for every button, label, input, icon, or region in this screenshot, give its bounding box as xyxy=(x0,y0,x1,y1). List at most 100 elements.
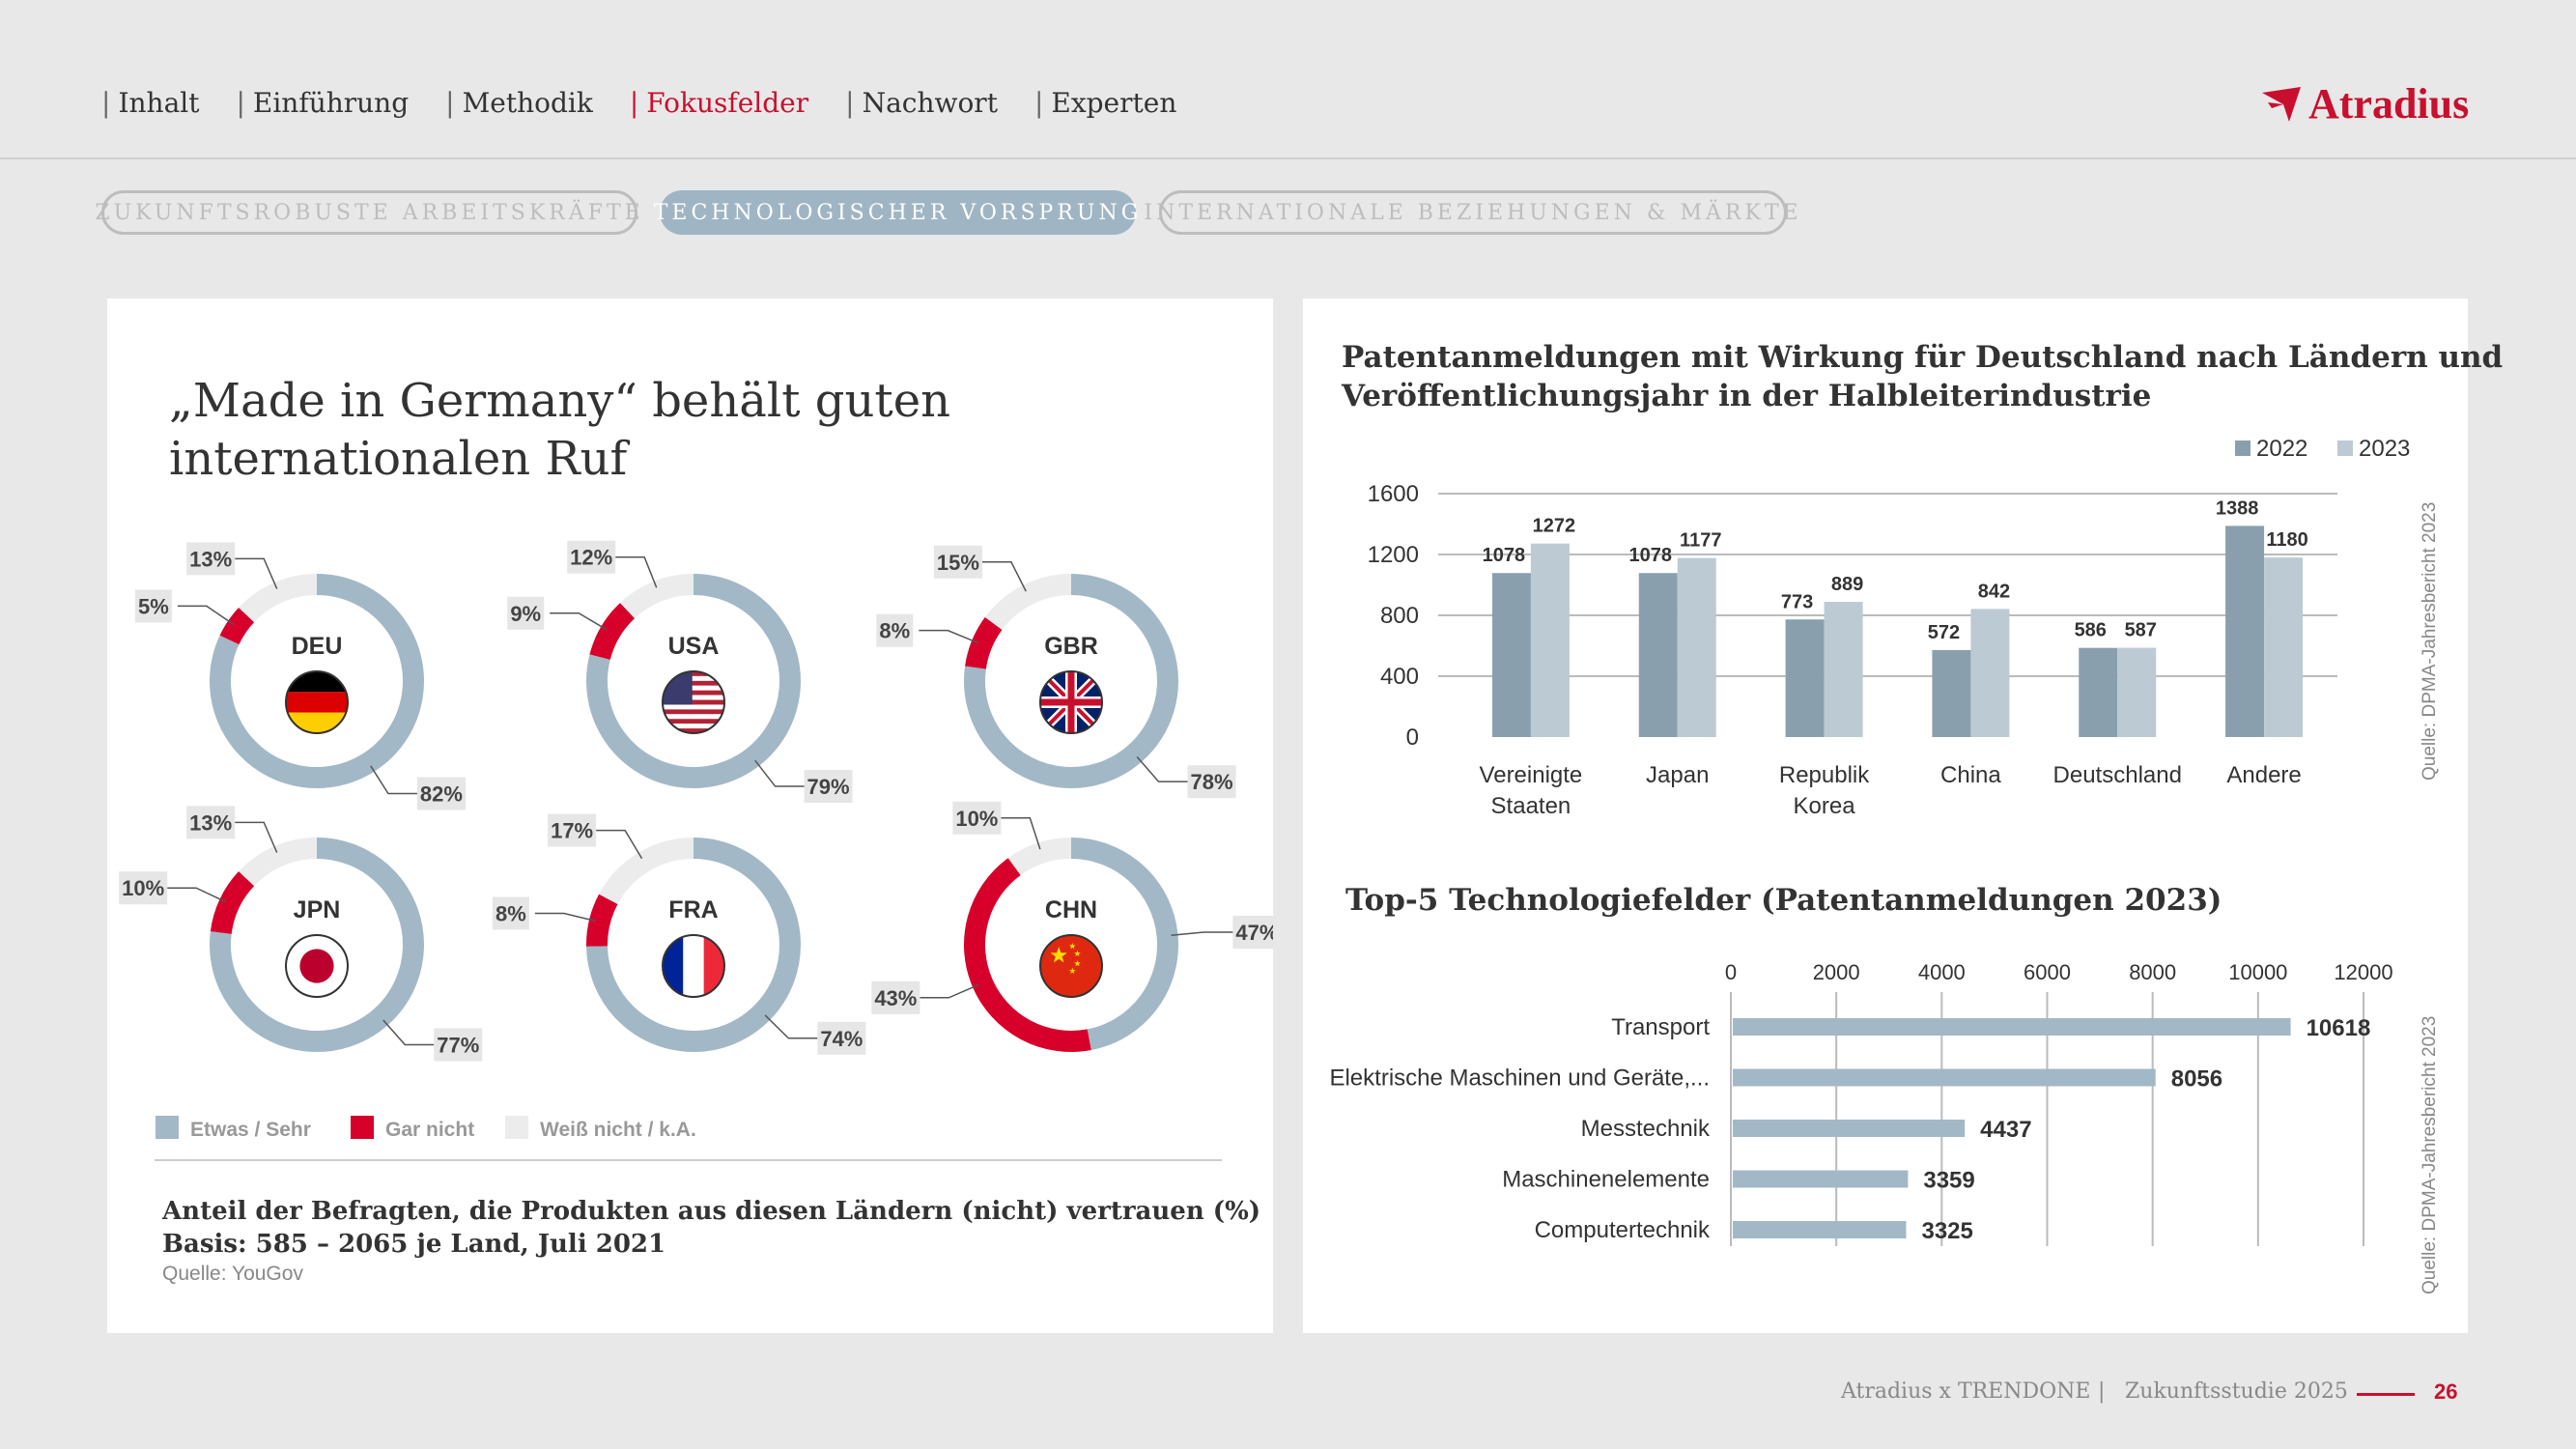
category-label: Staaten xyxy=(1491,793,1571,819)
donut-jpn: JPN 77% 10% 13% xyxy=(119,806,483,1062)
tab-technologischer-vorsprung[interactable]: TECHNOLOGISCHER VORSPRUNG xyxy=(654,190,1138,235)
page-number: 26 xyxy=(2434,1379,2458,1404)
left-panel-title: „Made in Germany“ behält guten internati… xyxy=(169,374,951,486)
leader-line xyxy=(370,765,417,795)
bar-value-label: 842 xyxy=(1978,581,2010,602)
donut-slice-fra-1 xyxy=(586,894,618,947)
nav-item-einfuehrung[interactable]: | Einführung xyxy=(236,87,410,119)
nav-item-experten[interactable]: | Experten xyxy=(1033,87,1177,119)
legend-swatch-0 xyxy=(156,1116,179,1139)
hbar-category-label: Elektrische Maschinen und Geräte,... xyxy=(1329,1065,1710,1092)
donut-label-chn-0: 47% xyxy=(1235,921,1273,945)
donut-label-jpn-2: 13% xyxy=(189,810,232,835)
legend-label-0: Etwas / Sehr xyxy=(190,1119,311,1141)
leader-line xyxy=(920,983,979,999)
bar-2022-3 xyxy=(1932,649,1971,737)
bar-2022-5 xyxy=(2225,526,2265,737)
x-tick-label: 10000 xyxy=(2228,960,2287,984)
donut-label-deu-2-box xyxy=(186,542,236,576)
legend-label-2: Weiß nicht / k.A. xyxy=(540,1119,696,1141)
nav-item-inhalt[interactable]: | Inhalt xyxy=(101,87,200,119)
donut-slice-fra-0 xyxy=(586,838,801,1052)
bar-2022-2 xyxy=(1785,619,1825,737)
country-code-chn: CHN xyxy=(1045,896,1097,923)
donut-label-jpn-1-box xyxy=(119,871,168,905)
bar-value-label: 773 xyxy=(1781,591,1813,612)
leader-line xyxy=(235,821,278,853)
donut-gbr: GBR 78% 8% 15% xyxy=(876,545,1236,799)
donut-label-gbr-0: 78% xyxy=(1190,770,1232,794)
donut-label-usa-2: 12% xyxy=(570,546,612,570)
x-tick-label: 4000 xyxy=(1918,960,1966,984)
left-caption: Anteil der Befragten, die Produkten aus … xyxy=(162,1195,1260,1288)
hbar-category-label: Transport xyxy=(1611,1014,1710,1040)
category-label: Vereinigte xyxy=(1480,762,1583,788)
bar-value-label: 889 xyxy=(1831,574,1863,595)
donut-usa: USA 79% 9% 12% xyxy=(507,540,853,804)
caption-divider xyxy=(155,1159,1222,1161)
legend-swatch-1 xyxy=(351,1116,374,1139)
donut-label-gbr-1: 8% xyxy=(879,619,910,643)
donut-charts: DEU 82% 5% 13% USA 79% 9% 12% GBR 78% 8% 15% JPN 77% 1… xyxy=(119,540,1273,1141)
donut-slice-usa-2 xyxy=(620,574,694,619)
leader-line xyxy=(382,1019,435,1046)
usa-flag-icon xyxy=(663,671,724,733)
donut-slice-chn-2 xyxy=(1007,838,1072,876)
country-code-jpn: JPN xyxy=(294,896,341,923)
donut-slice-deu-1 xyxy=(219,608,255,645)
atradius-logo-icon xyxy=(2262,86,2301,122)
bar-2022-4 xyxy=(2079,647,2118,737)
country-code-fra: FRA xyxy=(668,896,718,923)
donut-slice-jpn-1 xyxy=(210,871,255,935)
donut-label-jpn-1: 10% xyxy=(122,876,164,900)
donut-label-chn-1: 43% xyxy=(874,986,917,1010)
patent-chart-title: Patentanmeldungen mit Wirkung für Deutsc… xyxy=(1342,340,2504,413)
donut-label-chn-2: 10% xyxy=(955,807,998,831)
donut-label-usa-1: 9% xyxy=(510,602,541,626)
leader-line xyxy=(754,759,805,787)
category-label: Deutschland xyxy=(2053,762,2182,788)
bar-value-label: 1078 xyxy=(1483,545,1526,566)
donut-label-usa-1-box xyxy=(507,596,545,630)
donut-legend: Etwas / Sehr Gar nicht Weiß nicht / k.A. xyxy=(156,1116,696,1141)
header-divider xyxy=(0,157,2576,159)
bar-2023-3 xyxy=(1970,609,2010,737)
hbar-4 xyxy=(1733,1221,1907,1238)
bar-legend: 2022 2023 xyxy=(2235,436,2410,462)
donut-label-deu-2: 13% xyxy=(189,547,232,571)
category-label: Japan xyxy=(1646,762,1709,788)
x-tick-label: 12000 xyxy=(2334,960,2392,984)
tab-internationale-beziehungen[interactable]: INTERNATIONALE BEZIEHUNGEN & MÄRKTE xyxy=(1144,190,1798,235)
donut-slice-gbr-1 xyxy=(965,616,1003,669)
country-code-deu: DEU xyxy=(292,633,343,660)
patent-chart-source: Quelle: DPMA-Jahresbericht 2023 xyxy=(2420,501,2440,781)
y-tick-label: 400 xyxy=(1380,664,1419,690)
donut-label-usa-0: 79% xyxy=(807,775,850,799)
hbar-1 xyxy=(1733,1068,2156,1087)
fra-flag-icon xyxy=(663,935,724,997)
donut-label-fra-2: 17% xyxy=(551,819,593,843)
tab-zukunftsrobuste-arbeitskraefte[interactable]: ZUKUNFTSROBUSTE ARBEITSKRÄFTE xyxy=(95,190,640,235)
atradius-logo[interactable]: Atradius xyxy=(2260,79,2469,128)
donut-slice-jpn-0 xyxy=(210,838,424,1052)
x-tick-label: 6000 xyxy=(2024,960,2071,984)
footer-separator: | xyxy=(2098,1379,2106,1404)
y-tick-label: 1600 xyxy=(1368,481,1419,507)
donut-label-gbr-1-box xyxy=(876,613,914,647)
leader-line xyxy=(596,829,643,860)
donut-label-gbr-0-box xyxy=(1187,765,1236,799)
bar-value-label: 587 xyxy=(2125,620,2157,641)
nav-item-nachwort[interactable]: | Nachwort xyxy=(845,87,998,119)
donut-slice-gbr-2 xyxy=(984,574,1072,631)
patent-bar-chart: 0 400 800 1200 1600 1078 1272 Vereinigte Staaten… xyxy=(1368,436,2411,819)
top5-bar-chart: 0 2000 4000 6000 8000 10000 12000 Transport 1061… xyxy=(1329,960,2393,1246)
leader-line xyxy=(1171,931,1233,936)
leader-line xyxy=(550,612,608,631)
bar-2023-4 xyxy=(2117,647,2157,737)
nav-item-fokusfelder[interactable]: | Fokusfelder xyxy=(629,87,809,119)
hbar-value-label: 4437 xyxy=(1980,1117,2031,1143)
nav-item-methodik[interactable]: | Methodik xyxy=(445,87,593,119)
jpn-flag-icon xyxy=(286,935,348,997)
hbar-2 xyxy=(1733,1120,1966,1137)
donut-label-gbr-2-box xyxy=(933,545,982,579)
